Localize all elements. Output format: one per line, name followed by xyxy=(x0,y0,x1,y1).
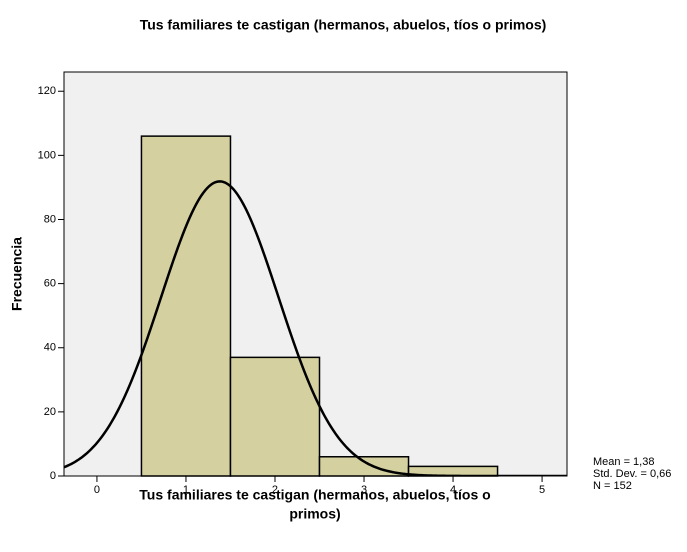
x-axis-label: Tus familiares te castigan (hermanos, ab… xyxy=(139,487,490,503)
y-tick-label: 100 xyxy=(38,149,56,161)
y-tick-label: 40 xyxy=(44,342,56,354)
x-tick-label: 2 xyxy=(272,484,278,496)
y-tick-label: 20 xyxy=(44,406,56,418)
stat-label: Std. Dev. = 0,66 xyxy=(593,468,671,480)
y-tick-label: 60 xyxy=(44,278,56,290)
x-axis-label: primos) xyxy=(289,506,340,522)
x-tick-label: 0 xyxy=(94,484,100,496)
y-tick-label: 0 xyxy=(50,470,56,482)
x-tick-label: 3 xyxy=(361,484,367,496)
x-tick-label: 4 xyxy=(450,484,456,496)
x-tick-label: 5 xyxy=(539,484,545,496)
stat-label: Mean = 1,38 xyxy=(593,456,654,468)
y-tick-label: 80 xyxy=(44,213,56,225)
plot-border xyxy=(63,71,568,477)
chart-title: Tus familiares te castigan (hermanos, ab… xyxy=(140,17,547,33)
y-tick-label: 120 xyxy=(38,85,56,97)
y-axis-label: Frecuencia xyxy=(9,237,25,311)
stat-label: N = 152 xyxy=(593,480,632,492)
bar xyxy=(140,135,232,477)
x-tick-label: 1 xyxy=(183,484,189,496)
